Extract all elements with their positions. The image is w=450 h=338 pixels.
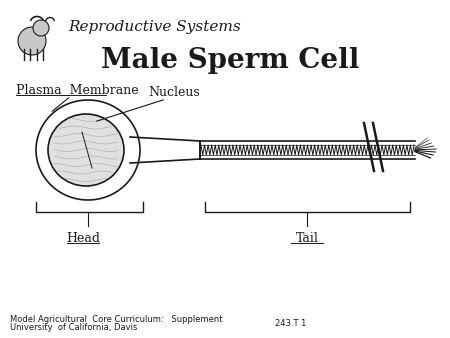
Text: 243.T 1: 243.T 1 bbox=[275, 319, 306, 329]
Ellipse shape bbox=[48, 114, 124, 186]
Circle shape bbox=[33, 20, 49, 36]
Text: Head: Head bbox=[66, 232, 100, 244]
Text: Nucleus: Nucleus bbox=[148, 87, 200, 99]
Text: Plasma  Membrane: Plasma Membrane bbox=[16, 83, 139, 97]
Text: University  of California, Davis: University of California, Davis bbox=[10, 323, 137, 333]
Text: Male Sperm Cell: Male Sperm Cell bbox=[101, 47, 359, 73]
Text: Reproductive Systems: Reproductive Systems bbox=[68, 20, 241, 34]
Text: Tail: Tail bbox=[296, 232, 319, 244]
Text: Model Agricultural  Core Curriculum:   Supplement: Model Agricultural Core Curriculum: Supp… bbox=[10, 315, 222, 324]
Circle shape bbox=[18, 27, 46, 55]
